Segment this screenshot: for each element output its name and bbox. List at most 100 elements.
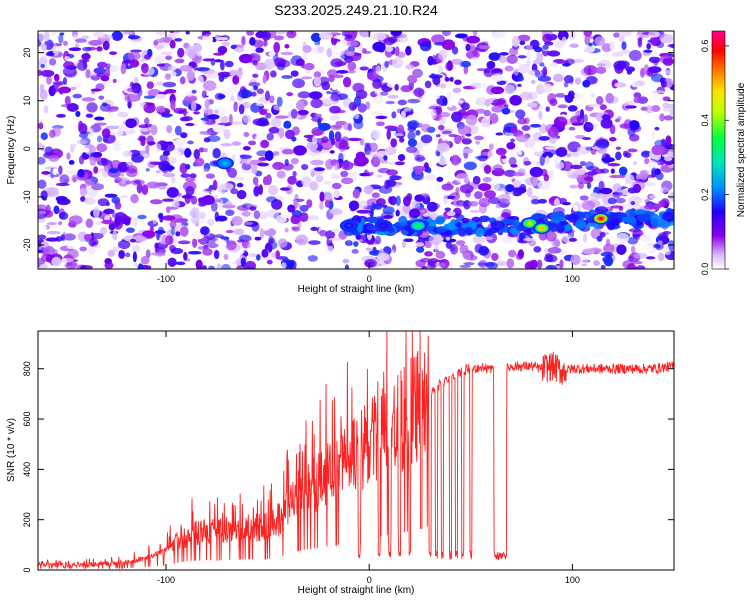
spectrogram-cell: [72, 93, 83, 99]
spectrogram-cell: [526, 44, 533, 51]
spectrogram-cell: [603, 243, 615, 254]
spectrogram-cell: [473, 135, 484, 141]
spectrogram-cell: [351, 248, 359, 254]
spectrogram-cell: [491, 252, 499, 261]
spectrogram-cell: [578, 256, 589, 265]
spectrogram-cell: [64, 55, 71, 62]
spectrogram-cell: [434, 94, 441, 99]
spectrogram-cell: [653, 58, 659, 66]
spectrogram-cell: [291, 226, 301, 232]
spectrogram-cell: [341, 161, 354, 171]
spectrogram-cell: [280, 51, 294, 56]
spectrogram-cell: [472, 175, 481, 185]
spectrogram-cell: [328, 74, 335, 83]
spectrogram-cell: [198, 147, 205, 153]
spectrogram-cell: [202, 58, 214, 62]
spectrogram-cell: [200, 226, 210, 236]
spectrogram-cell: [537, 75, 552, 82]
spectrogram-cell: [407, 131, 416, 141]
spectrogram-cell: [313, 167, 326, 172]
spectrogram-cell: [643, 49, 653, 53]
spectrogram-cell: [346, 40, 359, 47]
spectrogram-cell: [344, 34, 353, 39]
spectrogram-cell: [229, 70, 244, 77]
spectrogram-cell: [260, 139, 270, 149]
spectrogram-cell: [359, 66, 369, 71]
spectrogram-cell: [504, 65, 514, 72]
spectrogram-cell: [371, 192, 380, 198]
spectrogram-band-cell: [475, 227, 485, 238]
spectrogram-cell: [108, 168, 119, 174]
spectrogram-cell: [168, 115, 177, 124]
spectrogram-cell: [501, 236, 513, 244]
spectrogram-band-cell: [356, 223, 363, 233]
spectrogram-cell: [539, 155, 546, 166]
spectrogram-cell: [83, 234, 93, 240]
spectrogram-cell: [527, 148, 538, 152]
spectrogram-cell: [104, 193, 118, 198]
spectrogram-cell: [40, 144, 46, 152]
spectrogram-cell: [101, 219, 115, 225]
spectrogram-cell: [230, 188, 239, 195]
spectrogram-cell: [386, 169, 399, 176]
spectrogram-cell: [126, 165, 138, 174]
spectrogram-cell: [261, 249, 269, 258]
spectrogram-cell: [78, 155, 85, 165]
spectrogram-cell: [77, 169, 85, 178]
spectrogram-cell: [310, 226, 319, 232]
spectrogram-cell: [481, 134, 488, 146]
spectrogram-cell: [515, 134, 530, 143]
spectrogram-cell: [497, 247, 507, 253]
spectrogram-cell: [576, 115, 582, 123]
spectrogram-cell: [585, 161, 595, 170]
spectrogram-cell: [571, 58, 584, 63]
spectrogram-cell: [255, 134, 262, 141]
spectrogram-cell: [173, 31, 181, 36]
spectrogram-cell: [244, 266, 256, 269]
spectrogram-cell: [233, 228, 245, 236]
chart-title: S233.2025.249.21.10.R24: [274, 2, 438, 18]
colorbar: 0.0 0.2 0.4 0.6 Normalized spectral amplitu…: [700, 30, 747, 275]
spectrogram-cell: [191, 231, 205, 240]
spectrogram-cell: [144, 54, 151, 60]
spectrogram-cell: [630, 201, 636, 206]
spectrogram-cell: [276, 96, 283, 108]
spectrogram-cell: [303, 134, 316, 139]
spectrogram-cell: [220, 143, 233, 147]
spectrogram-band-cell: [636, 212, 651, 223]
spectrogram-cell: [448, 133, 458, 138]
spectrogram-cell: [364, 258, 377, 268]
spectrogram-marks: [38, 31, 674, 269]
spectrogram-cell: [259, 228, 265, 239]
spectrogram-cell: [179, 64, 193, 72]
spectrogram-cell: [164, 55, 173, 61]
spectrogram-cell: [506, 142, 516, 150]
spectrogram-cell: [414, 154, 425, 162]
spectrogram-cell: [361, 47, 367, 53]
spectrogram-cell: [131, 245, 141, 253]
spectrogram-cell: [598, 180, 605, 191]
y-tick-label: 400: [22, 462, 32, 477]
spectrogram-cell: [275, 31, 287, 35]
spectrogram-cell: [123, 31, 134, 35]
spectrogram-cell: [570, 254, 581, 266]
spectrogram-cell: [325, 230, 336, 240]
spectrogram-cell: [528, 239, 536, 247]
spectrogram-cell: [342, 258, 350, 264]
spectrogram-cell: [331, 85, 338, 91]
spectrogram-cell: [365, 247, 373, 251]
spectrogram-cell: [395, 209, 400, 217]
spectrogram-cell: [210, 201, 218, 212]
spectrogram-cell: [584, 35, 591, 46]
spectrogram-cell: [659, 233, 668, 244]
spectrogram-cell: [510, 138, 515, 143]
spectrogram-cell: [100, 75, 110, 82]
spectrogram-cell: [217, 46, 228, 55]
spectrogram-cell: [188, 250, 202, 255]
spectrogram-cell: [579, 109, 585, 120]
spectrogram-cell: [92, 244, 102, 248]
spectrogram-cell: [396, 124, 405, 135]
spectrogram-cell: [330, 137, 336, 146]
spectrogram-cell: [196, 67, 210, 72]
spectrogram-cell: [651, 131, 656, 140]
